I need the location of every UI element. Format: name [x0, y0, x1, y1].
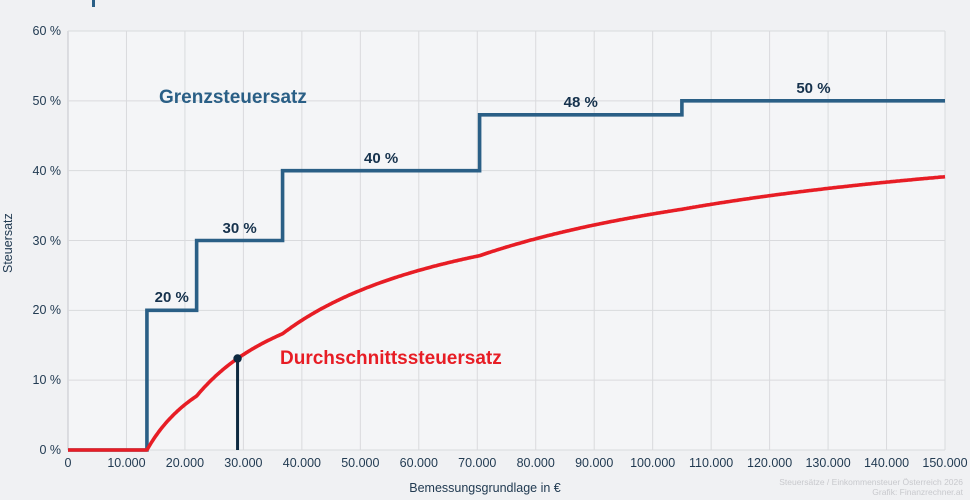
step-rate-label: 20 %: [154, 289, 189, 307]
step-rate-label: 50 %: [796, 79, 831, 97]
x-tick-label: 130.000: [805, 456, 851, 470]
step-rate-label: 30 %: [222, 219, 257, 237]
attribution: Steuersätze / Einkommensteuer Österreich…: [779, 477, 963, 497]
x-tick-label: 80.000: [516, 456, 555, 470]
y-tick-label: 50 %: [32, 93, 62, 108]
marker-dot: [233, 354, 242, 363]
x-tick-label: 90.000: [575, 456, 614, 470]
x-tick-label: 150.000: [922, 456, 968, 470]
x-tick-label: 120.000: [747, 456, 793, 470]
x-tick-label: 60.000: [399, 456, 438, 470]
y-tick-label: 60 %: [32, 24, 62, 38]
series-label-grenzsteuersatz: Grenzsteuersatz: [159, 87, 307, 108]
x-tick-label: 20.000: [165, 456, 205, 470]
crop-artifact-mark: [92, 0, 95, 7]
y-tick-label: 20 %: [32, 303, 62, 318]
series-lines: [67, 99, 946, 452]
x-tick-label: 50.000: [341, 456, 380, 470]
x-tick-label: 40.000: [282, 456, 321, 470]
y-tick-label: 0 %: [39, 443, 61, 457]
y-axis-title: Steuersatz: [1, 213, 15, 273]
average-rate-curve: [67, 174, 946, 452]
y-tick-label: 40 %: [32, 163, 62, 178]
x-tick-label: 100.000: [630, 456, 676, 470]
x-tick-label: 10.000: [107, 456, 146, 470]
x-tick-label: 70.000: [458, 456, 497, 470]
x-tick-label: 30.000: [224, 456, 263, 470]
x-tick-label: 0: [64, 456, 72, 470]
attribution-credit: Grafik: Finanzrechner.at: [872, 487, 963, 497]
marginal-rate-step-line: [68, 99, 945, 452]
step-rate-label: 40 %: [363, 149, 399, 167]
series-label-durchschnittssteuersatz: Durchschnittssteuersatz: [280, 348, 502, 369]
x-tick-label: 110.000: [688, 456, 734, 470]
y-tick-label: 10 %: [32, 373, 62, 388]
x-tick-label: 140.000: [863, 456, 910, 470]
step-rate-label: 48 %: [563, 93, 598, 111]
x-axis-title: Bemessungsgrundlage in €: [409, 481, 561, 495]
attribution-source: Steuersätze / Einkommensteuer Österreich…: [779, 477, 963, 487]
y-tick-label: 30 %: [32, 233, 62, 248]
